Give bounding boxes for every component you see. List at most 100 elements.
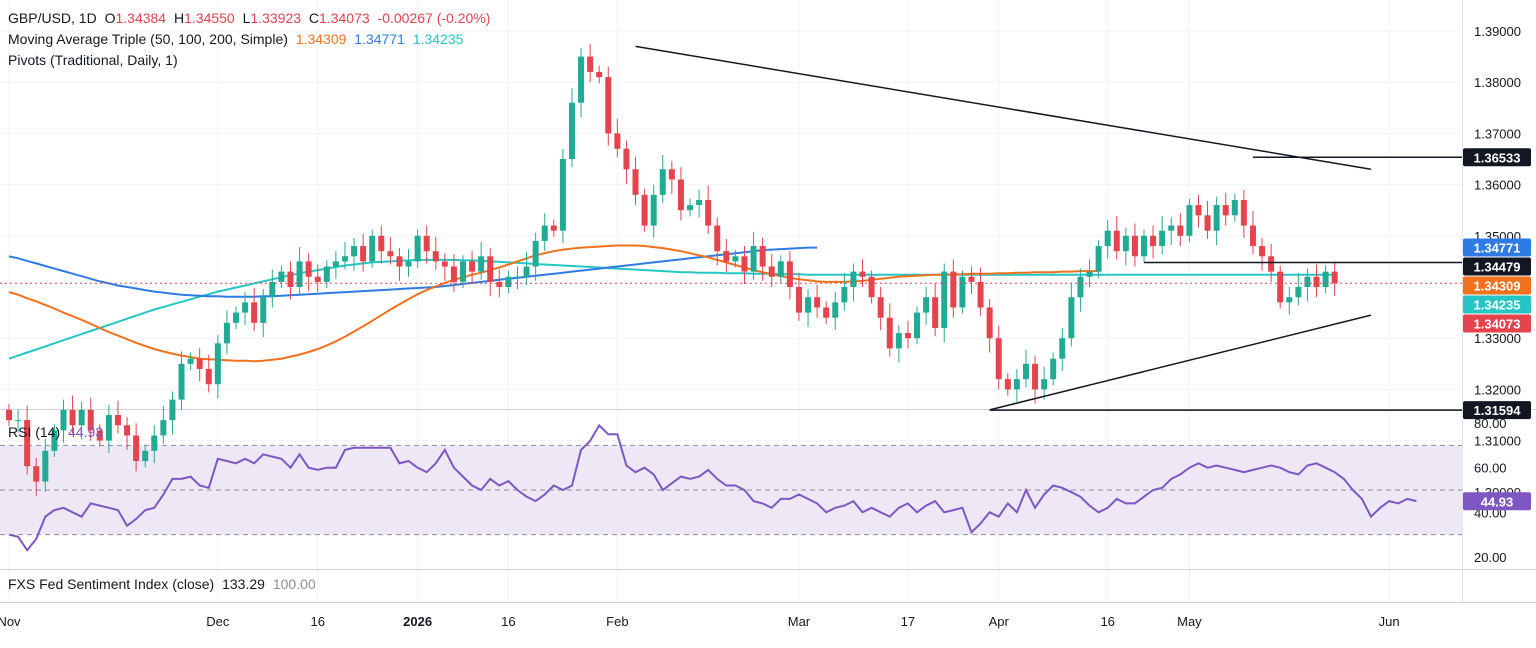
candle[interactable] bbox=[1150, 225, 1157, 259]
candle[interactable] bbox=[668, 161, 675, 194]
candle[interactable] bbox=[714, 217, 721, 266]
candle[interactable] bbox=[841, 272, 848, 311]
candle[interactable] bbox=[768, 254, 775, 287]
candle[interactable] bbox=[1313, 264, 1320, 298]
candle[interactable] bbox=[1277, 265, 1284, 309]
candle[interactable] bbox=[369, 229, 376, 268]
candle[interactable] bbox=[60, 399, 67, 443]
candle[interactable] bbox=[786, 251, 793, 300]
candle[interactable] bbox=[1068, 282, 1075, 347]
candle[interactable] bbox=[959, 270, 966, 314]
candle[interactable] bbox=[78, 401, 85, 440]
candle[interactable] bbox=[178, 351, 185, 410]
candle[interactable] bbox=[87, 397, 94, 441]
candle[interactable] bbox=[169, 391, 176, 435]
candle[interactable] bbox=[696, 189, 703, 218]
candle[interactable] bbox=[378, 225, 385, 264]
candle[interactable] bbox=[541, 213, 548, 252]
candle[interactable] bbox=[441, 253, 448, 281]
candle[interactable] bbox=[1004, 373, 1011, 396]
candle[interactable] bbox=[1249, 211, 1256, 255]
candle[interactable] bbox=[1322, 265, 1329, 294]
candle[interactable] bbox=[332, 251, 339, 279]
rsi-header[interactable]: RSI (14) 44.93 bbox=[8, 424, 107, 440]
candle[interactable] bbox=[1168, 217, 1175, 246]
candle[interactable] bbox=[923, 287, 930, 325]
candle[interactable] bbox=[214, 335, 221, 399]
candle[interactable] bbox=[351, 237, 358, 271]
candle[interactable] bbox=[950, 259, 957, 318]
candle[interactable] bbox=[578, 48, 585, 118]
candle[interactable] bbox=[1159, 216, 1166, 255]
candle[interactable] bbox=[1240, 189, 1247, 238]
candle[interactable] bbox=[450, 254, 457, 293]
candle[interactable] bbox=[151, 425, 158, 464]
candle[interactable] bbox=[1041, 366, 1048, 400]
candle[interactable] bbox=[314, 264, 321, 293]
candle[interactable] bbox=[850, 263, 857, 302]
candle[interactable] bbox=[205, 354, 212, 393]
candle[interactable] bbox=[859, 259, 866, 287]
candle[interactable] bbox=[432, 236, 439, 270]
candle[interactable] bbox=[414, 229, 421, 268]
trendline[interactable] bbox=[635, 45, 1372, 170]
candle[interactable] bbox=[287, 261, 294, 300]
ma-header[interactable]: Moving Average Triple (50, 100, 200, Sim… bbox=[8, 31, 467, 47]
candle[interactable] bbox=[1022, 349, 1029, 388]
pivots-header[interactable]: Pivots (Traditional, Daily, 1) bbox=[8, 52, 182, 68]
candle[interactable] bbox=[105, 404, 112, 453]
candle[interactable] bbox=[496, 269, 503, 298]
fxs-header[interactable]: FXS Fed Sentiment Index (close) 133.29 1… bbox=[8, 576, 320, 592]
candle[interactable] bbox=[968, 266, 975, 295]
candle[interactable] bbox=[1222, 192, 1229, 226]
candle[interactable] bbox=[904, 320, 911, 349]
candle[interactable] bbox=[1032, 355, 1039, 404]
candle[interactable] bbox=[114, 400, 121, 434]
candle[interactable] bbox=[986, 299, 993, 353]
candle[interactable] bbox=[160, 405, 167, 444]
candle[interactable] bbox=[795, 272, 802, 321]
candle[interactable] bbox=[705, 185, 712, 234]
candle[interactable] bbox=[1186, 198, 1193, 242]
candle[interactable] bbox=[269, 269, 276, 308]
candles[interactable] bbox=[6, 44, 1338, 496]
candle[interactable] bbox=[886, 303, 893, 357]
candle[interactable] bbox=[1204, 200, 1211, 239]
candle[interactable] bbox=[387, 236, 394, 265]
candle[interactable] bbox=[223, 310, 230, 354]
candle[interactable] bbox=[260, 289, 267, 338]
candle[interactable] bbox=[805, 289, 812, 327]
candle[interactable] bbox=[914, 306, 920, 345]
candle[interactable] bbox=[1304, 268, 1311, 302]
candle[interactable] bbox=[568, 88, 575, 168]
candle[interactable] bbox=[741, 246, 748, 284]
candle[interactable] bbox=[251, 288, 258, 332]
candle[interactable] bbox=[1213, 196, 1220, 246]
candle[interactable] bbox=[759, 237, 766, 281]
candle[interactable] bbox=[296, 247, 303, 296]
candle[interactable] bbox=[187, 352, 194, 370]
candle[interactable] bbox=[33, 458, 40, 496]
candle[interactable] bbox=[1095, 239, 1102, 278]
candle[interactable] bbox=[1259, 237, 1266, 271]
candle[interactable] bbox=[659, 154, 666, 204]
candle[interactable] bbox=[587, 44, 594, 83]
candle[interactable] bbox=[596, 65, 603, 84]
candle[interactable] bbox=[1104, 220, 1111, 259]
candle[interactable] bbox=[69, 395, 76, 434]
trendline[interactable] bbox=[989, 314, 1372, 411]
candle[interactable] bbox=[877, 287, 884, 331]
candle[interactable] bbox=[532, 232, 539, 281]
candle[interactable] bbox=[868, 270, 875, 304]
candle[interactable] bbox=[641, 188, 648, 232]
candle[interactable] bbox=[550, 219, 557, 237]
candle[interactable] bbox=[814, 284, 821, 318]
candle[interactable] bbox=[305, 253, 312, 292]
candle[interactable] bbox=[614, 119, 621, 157]
candle[interactable] bbox=[605, 66, 612, 146]
candle[interactable] bbox=[832, 292, 839, 331]
candle[interactable] bbox=[1013, 368, 1020, 402]
candle[interactable] bbox=[341, 241, 348, 270]
